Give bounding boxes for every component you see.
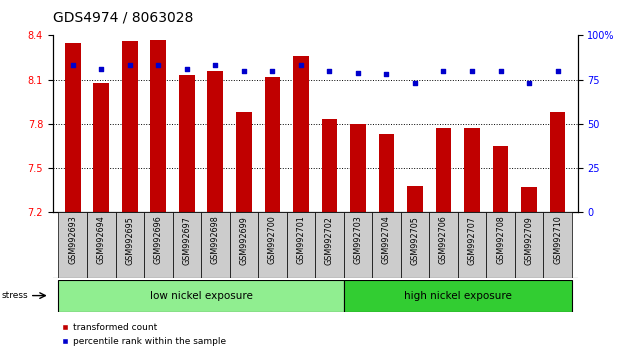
Bar (58, 212, 87, 278)
Bar (407, 186, 423, 212)
Point (524, 80, 534, 86)
Bar (287, 212, 315, 278)
Bar (87, 212, 116, 278)
Text: GSM992705: GSM992705 (410, 216, 419, 264)
Bar (122, 41, 138, 212)
Point (211, 63, 220, 68)
Point (381, 72, 391, 77)
Bar (116, 212, 144, 278)
Point (153, 63, 163, 68)
Bar (515, 212, 543, 278)
Bar (550, 112, 565, 212)
Bar (315, 212, 343, 278)
Text: GSM992696: GSM992696 (154, 216, 163, 264)
Bar (65, 43, 81, 212)
Bar (265, 77, 280, 212)
Bar (144, 212, 173, 278)
Text: GSM992708: GSM992708 (496, 216, 505, 264)
Point (324, 68, 334, 74)
Text: GDS4974 / 8063028: GDS4974 / 8063028 (53, 11, 193, 25)
Point (96, 66, 106, 72)
Text: GSM992695: GSM992695 (125, 216, 134, 264)
Legend: transformed count, percentile rank within the sample: transformed count, percentile rank withi… (57, 320, 229, 349)
Bar (58, 280, 343, 312)
Text: GSM992701: GSM992701 (296, 216, 306, 264)
Bar (322, 120, 337, 212)
Text: GSM992709: GSM992709 (525, 216, 533, 264)
Bar (521, 187, 537, 212)
Text: GSM992697: GSM992697 (183, 216, 191, 264)
Text: GSM992702: GSM992702 (325, 216, 334, 264)
Point (467, 68, 477, 74)
Point (125, 63, 135, 68)
Bar (343, 280, 572, 312)
Bar (207, 71, 223, 212)
Bar (230, 212, 258, 278)
Point (268, 68, 278, 74)
Bar (150, 40, 166, 212)
Bar (429, 212, 458, 278)
Bar (436, 129, 451, 212)
Bar (173, 212, 201, 278)
Bar (201, 212, 230, 278)
Bar (236, 112, 252, 212)
Point (553, 68, 563, 74)
Text: GSM992704: GSM992704 (382, 216, 391, 264)
Bar (486, 212, 515, 278)
Point (410, 80, 420, 86)
Text: high nickel exposure: high nickel exposure (404, 291, 512, 301)
Point (296, 63, 306, 68)
Text: GSM992693: GSM992693 (68, 216, 77, 264)
Text: GSM992699: GSM992699 (239, 216, 248, 264)
Bar (543, 212, 572, 278)
Point (438, 68, 448, 74)
Bar (350, 124, 366, 212)
Bar (372, 212, 401, 278)
Bar (492, 146, 509, 212)
Text: GSM992707: GSM992707 (468, 216, 476, 264)
Bar (464, 129, 480, 212)
Bar (258, 212, 287, 278)
Text: GSM992694: GSM992694 (97, 216, 106, 264)
Text: low nickel exposure: low nickel exposure (150, 291, 253, 301)
Text: GSM992700: GSM992700 (268, 216, 277, 264)
Text: GSM992703: GSM992703 (353, 216, 363, 264)
Text: GSM992710: GSM992710 (553, 216, 562, 264)
Bar (401, 212, 429, 278)
Point (239, 68, 249, 74)
Bar (93, 82, 109, 212)
Text: stress: stress (2, 291, 29, 300)
Bar (458, 212, 486, 278)
Bar (293, 56, 309, 212)
Bar (379, 134, 394, 212)
Point (68, 63, 78, 68)
Text: GSM992706: GSM992706 (439, 216, 448, 264)
Point (353, 70, 363, 75)
Bar (343, 212, 372, 278)
Bar (179, 75, 194, 212)
Point (496, 68, 505, 74)
Text: GSM992698: GSM992698 (211, 216, 220, 264)
Point (182, 66, 192, 72)
